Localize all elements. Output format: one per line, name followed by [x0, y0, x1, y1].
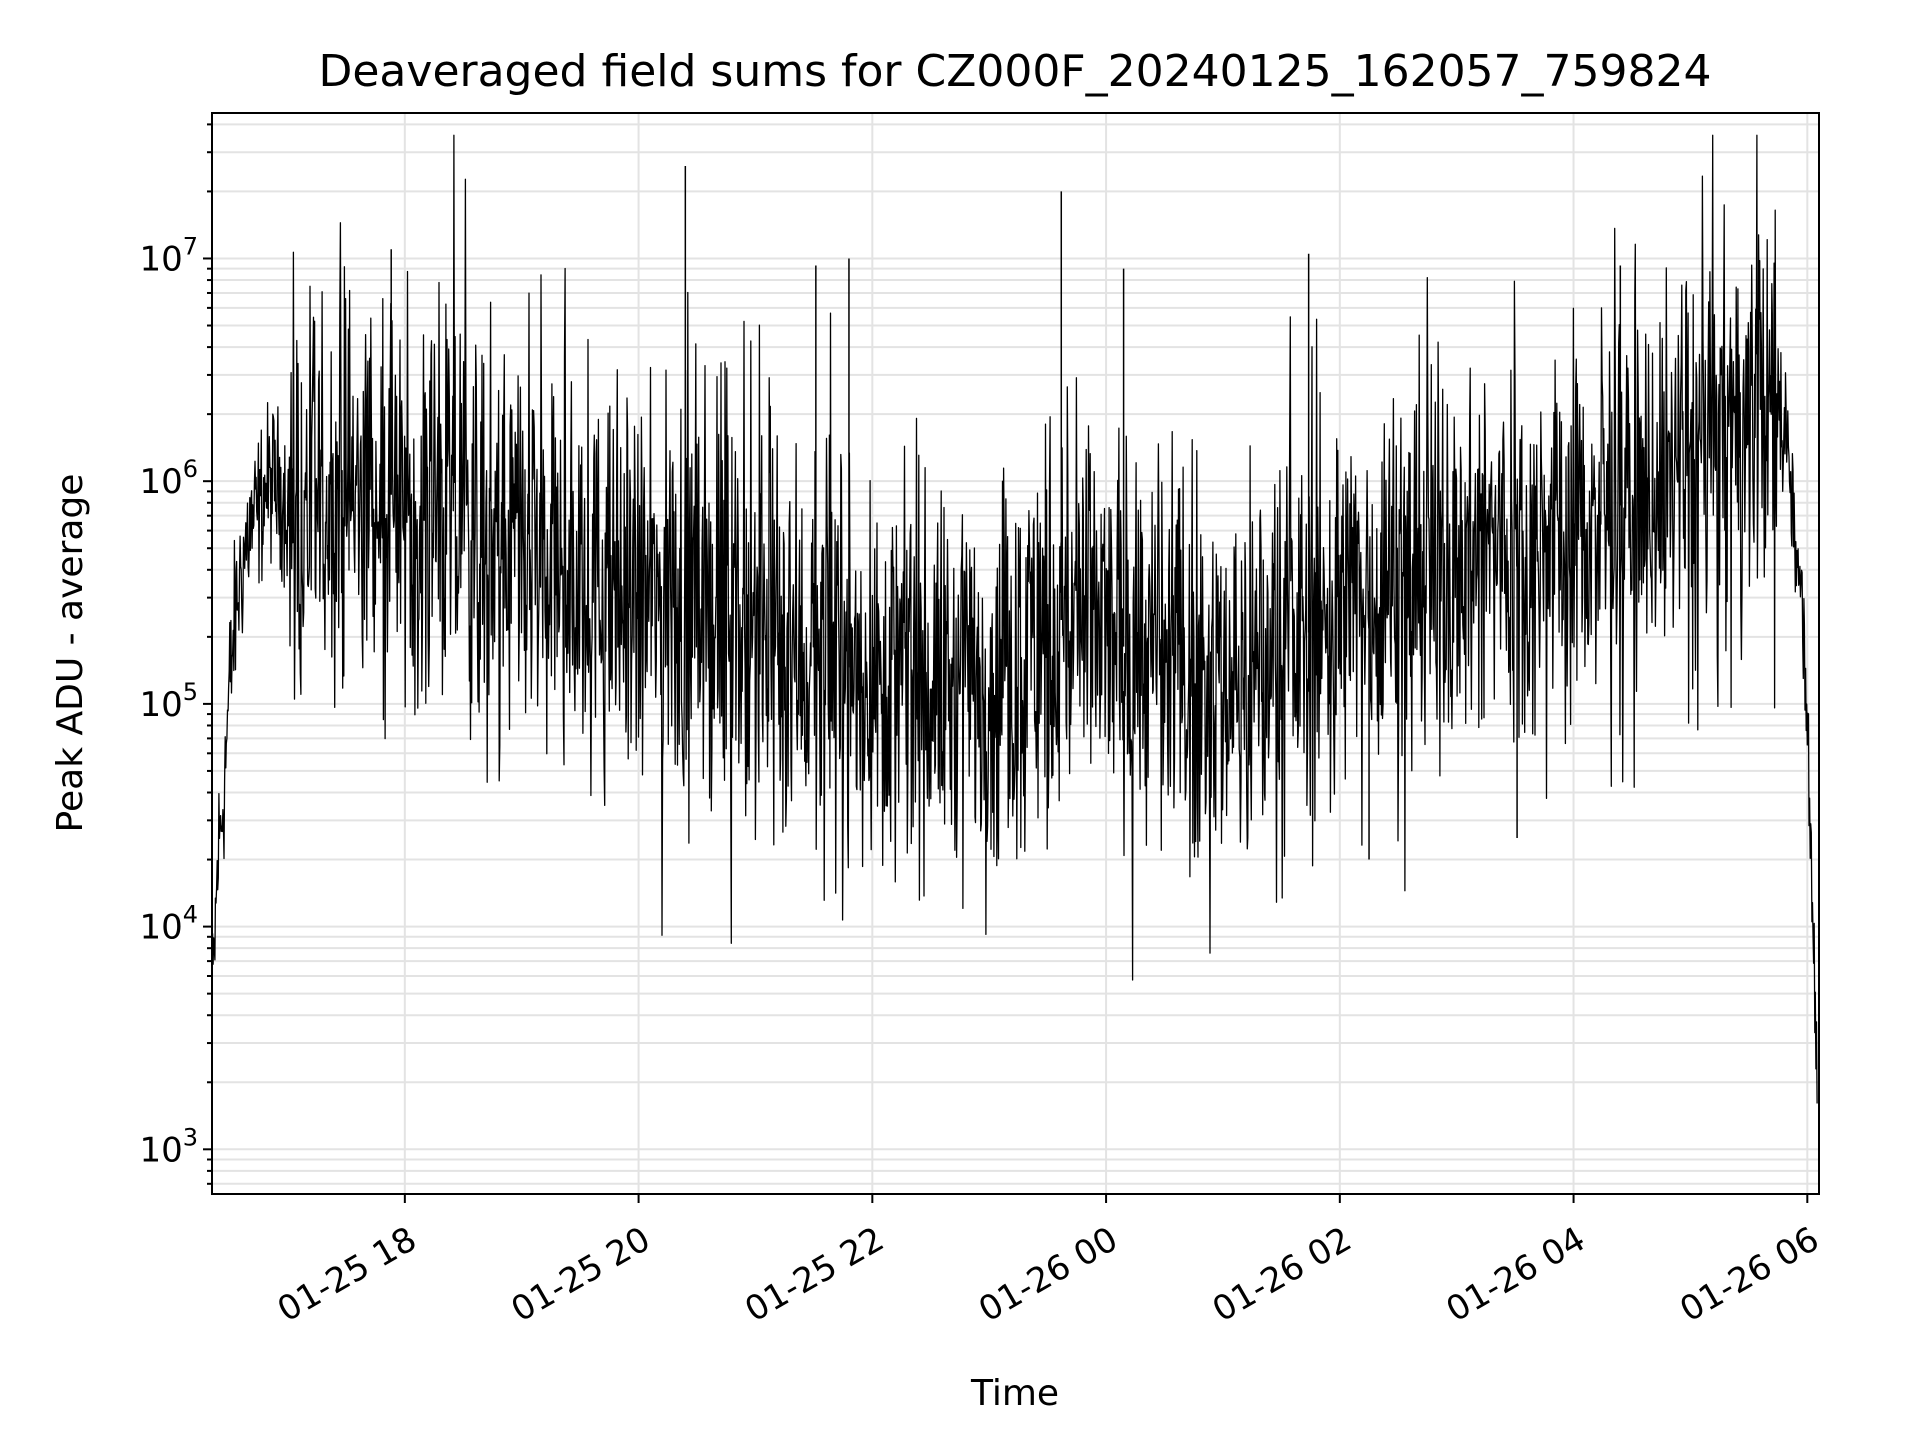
chart-title: Deaveraged field sums for CZ000F_2024012… — [318, 46, 1711, 97]
y-axis: 103 104 105 106 107 — [139, 123, 212, 1185]
plot-frame — [211, 112, 1820, 1195]
y-tick-label: 106 — [139, 455, 198, 502]
y-axis-label: Peak ADU - average — [50, 474, 91, 833]
series-layer — [211, 134, 1818, 1104]
y-tick-label: 107 — [139, 232, 198, 279]
y-tick-label: 105 — [139, 678, 198, 725]
grid — [212, 113, 1819, 1194]
y-tick-label: 103 — [139, 1123, 198, 1170]
series-line — [211, 134, 1818, 1104]
y-tick-label: 104 — [139, 901, 198, 948]
x-axis-label: Time — [970, 1373, 1059, 1414]
